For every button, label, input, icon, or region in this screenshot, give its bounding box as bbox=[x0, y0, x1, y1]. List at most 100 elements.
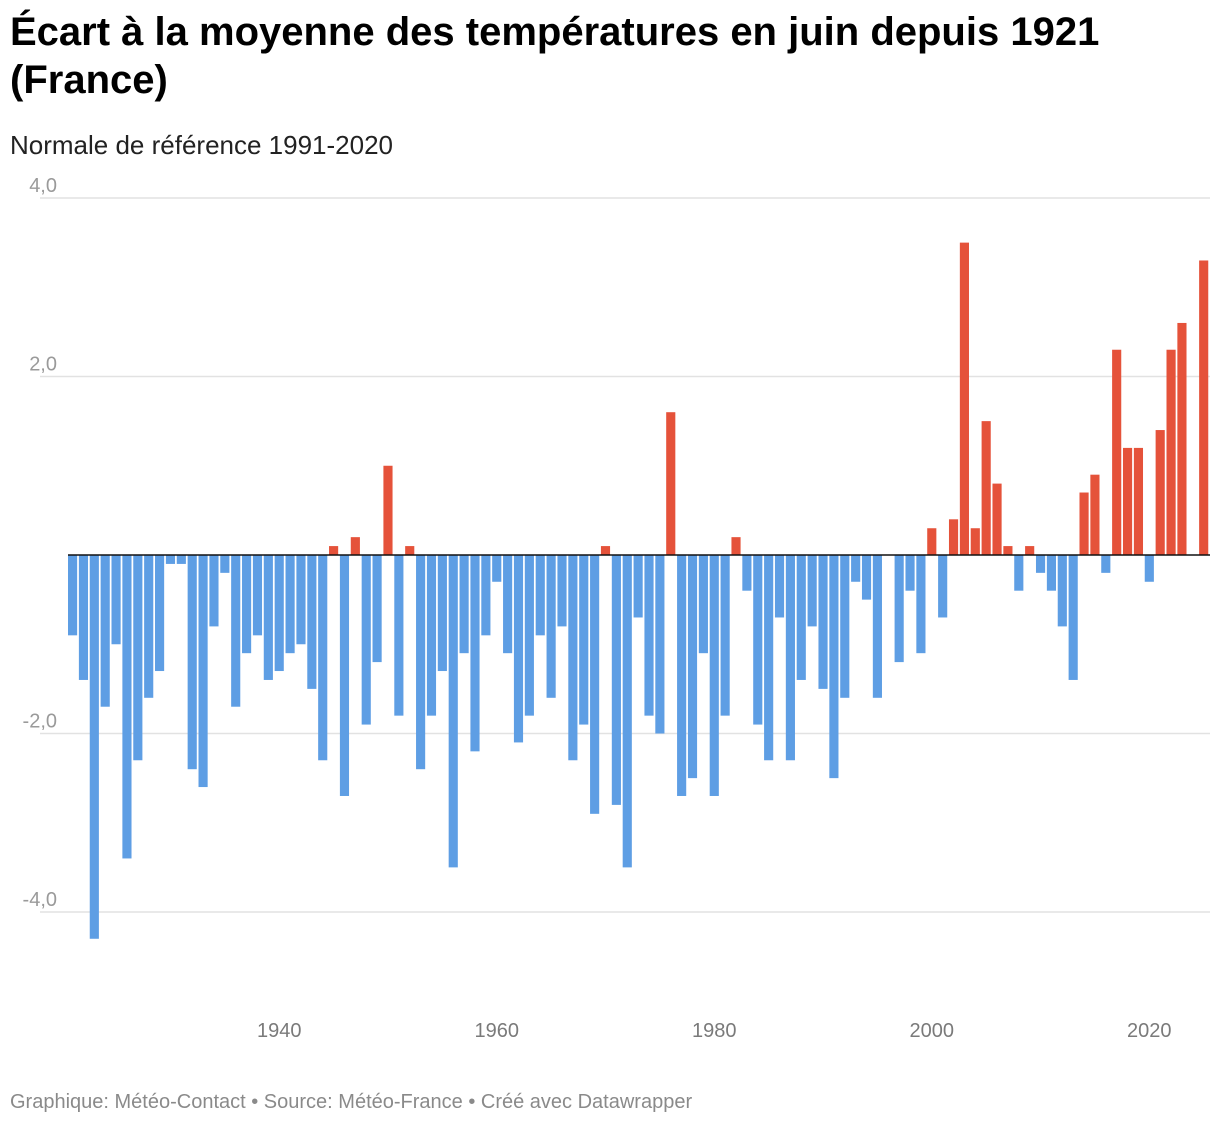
bar-1998 bbox=[905, 555, 915, 591]
bar-1965 bbox=[546, 555, 556, 698]
bar-1943 bbox=[307, 555, 317, 689]
bar-1921 bbox=[68, 555, 78, 636]
bar-1946 bbox=[339, 555, 350, 796]
bar-1970 bbox=[600, 546, 611, 556]
bar-1941 bbox=[285, 555, 295, 654]
bar-1979 bbox=[698, 555, 708, 654]
bar-1983 bbox=[742, 555, 752, 591]
bar-2006 bbox=[992, 483, 1002, 555]
bar-1937 bbox=[242, 555, 252, 654]
chart-subtitle: Normale de référence 1991-2020 bbox=[10, 130, 394, 160]
bar-1934 bbox=[209, 555, 219, 627]
bar-1959 bbox=[481, 555, 491, 636]
bar-1926 bbox=[122, 555, 132, 859]
bar-2016 bbox=[1101, 555, 1111, 573]
bar-1963 bbox=[524, 555, 534, 716]
source-credit: Graphique: Météo-Contact • Source: Météo… bbox=[10, 1091, 693, 1113]
bar-1982 bbox=[731, 537, 741, 555]
bar-1967 bbox=[568, 555, 578, 761]
bar-1954 bbox=[426, 555, 437, 716]
bar-2015 bbox=[1090, 474, 1100, 556]
bar-chart: -4,0 -2,0 2,0 4,0 1940 1960 1980 2000 2020 bbox=[23, 175, 1210, 1042]
bar-1940 bbox=[274, 555, 284, 672]
bar-1975 bbox=[655, 555, 665, 734]
axes: -4,0 -2,0 2,0 4,0 1940 1960 1980 2000 2020 bbox=[23, 175, 1210, 1042]
bar-2018 bbox=[1122, 447, 1133, 555]
bar-1952 bbox=[405, 546, 415, 556]
bar-1957 bbox=[459, 555, 469, 654]
bar-2012 bbox=[1057, 555, 1067, 627]
gridlines bbox=[40, 197, 1210, 913]
bar-1936 bbox=[231, 555, 241, 707]
chart-title: Écart à la moyenne des températures en j… bbox=[10, 10, 1100, 102]
bar-2002 bbox=[948, 519, 959, 555]
bar-1977 bbox=[677, 555, 687, 796]
bar-1985 bbox=[764, 555, 774, 761]
bar-2010 bbox=[1035, 555, 1046, 573]
bar-2013 bbox=[1068, 555, 1078, 680]
bar-1992 bbox=[840, 555, 850, 698]
bar-1964 bbox=[535, 555, 545, 636]
bar-1971 bbox=[611, 555, 621, 805]
bar-1987 bbox=[785, 555, 795, 761]
bar-1930 bbox=[165, 555, 176, 564]
bar-1942 bbox=[296, 555, 306, 645]
bar-1978 bbox=[687, 555, 698, 779]
bar-1947 bbox=[350, 537, 360, 555]
bar-1938 bbox=[252, 555, 263, 636]
bar-2020 bbox=[1144, 555, 1154, 582]
bar-1955 bbox=[437, 555, 447, 672]
bar-2014 bbox=[1079, 492, 1089, 555]
bar-1995 bbox=[872, 555, 882, 698]
bar-1935 bbox=[220, 555, 230, 573]
x-tick-label: 1960 bbox=[474, 1020, 519, 1042]
bar-1949 bbox=[372, 555, 382, 663]
x-tick-label: 1940 bbox=[257, 1020, 302, 1042]
bar-1984 bbox=[753, 555, 763, 725]
bar-1988 bbox=[796, 555, 806, 680]
bar-1976 bbox=[666, 412, 676, 555]
x-tick-label: 1980 bbox=[692, 1020, 737, 1042]
bar-1945 bbox=[329, 546, 339, 556]
bar-1981 bbox=[720, 555, 730, 716]
bar-2021 bbox=[1155, 430, 1165, 555]
bar-1990 bbox=[818, 555, 828, 689]
bar-1986 bbox=[774, 555, 785, 618]
bar-1933 bbox=[198, 555, 208, 788]
bar-2025 bbox=[1199, 260, 1209, 555]
bar-2003 bbox=[959, 242, 969, 556]
bar-2000 bbox=[927, 528, 937, 555]
y-tick-label: -2,0 bbox=[23, 711, 57, 733]
bar-1997 bbox=[894, 555, 904, 663]
bar-2022 bbox=[1166, 349, 1176, 555]
bar-1974 bbox=[644, 555, 654, 716]
bar-2008 bbox=[1014, 555, 1024, 591]
bar-1950 bbox=[383, 465, 393, 555]
bars bbox=[68, 242, 1209, 939]
bar-2019 bbox=[1133, 447, 1144, 555]
bar-1944 bbox=[318, 555, 328, 761]
bar-2017 bbox=[1112, 349, 1122, 555]
bar-1939 bbox=[263, 555, 273, 680]
bar-2001 bbox=[938, 555, 948, 618]
bar-1968 bbox=[579, 555, 589, 725]
y-tick-label: 2,0 bbox=[29, 354, 57, 376]
bar-1927 bbox=[133, 555, 143, 761]
bar-2007 bbox=[1003, 546, 1013, 556]
bar-1924 bbox=[100, 555, 110, 707]
bar-1958 bbox=[470, 555, 480, 752]
bar-2011 bbox=[1046, 555, 1056, 591]
x-tick-label: 2020 bbox=[1127, 1020, 1172, 1042]
bar-1969 bbox=[590, 555, 600, 814]
bar-1972 bbox=[622, 555, 632, 868]
bar-1960 bbox=[492, 555, 502, 582]
bar-2023 bbox=[1177, 322, 1187, 555]
bar-1928 bbox=[144, 555, 154, 698]
bar-1922 bbox=[78, 555, 89, 680]
bar-1994 bbox=[861, 555, 872, 600]
bar-1951 bbox=[394, 555, 404, 716]
bar-1956 bbox=[448, 555, 458, 868]
bar-1932 bbox=[187, 555, 197, 770]
bar-1931 bbox=[176, 555, 186, 564]
bar-1973 bbox=[633, 555, 643, 618]
